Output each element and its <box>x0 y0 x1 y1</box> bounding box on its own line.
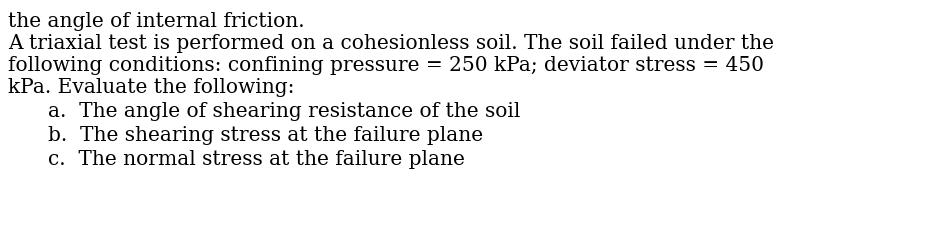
Text: A triaxial test is performed on a cohesionless soil. The soil failed under the: A triaxial test is performed on a cohesi… <box>8 34 774 53</box>
Text: following conditions: confining pressure = 250 kPa; deviator stress = 450: following conditions: confining pressure… <box>8 56 764 75</box>
Text: kPa. Evaluate the following:: kPa. Evaluate the following: <box>8 78 295 97</box>
Text: a.  The angle of shearing resistance of the soil: a. The angle of shearing resistance of t… <box>48 102 521 121</box>
Text: the angle of internal friction.: the angle of internal friction. <box>8 12 305 31</box>
Text: b.  The shearing stress at the failure plane: b. The shearing stress at the failure pl… <box>48 126 483 145</box>
Text: c.  The normal stress at the failure plane: c. The normal stress at the failure plan… <box>48 150 465 169</box>
